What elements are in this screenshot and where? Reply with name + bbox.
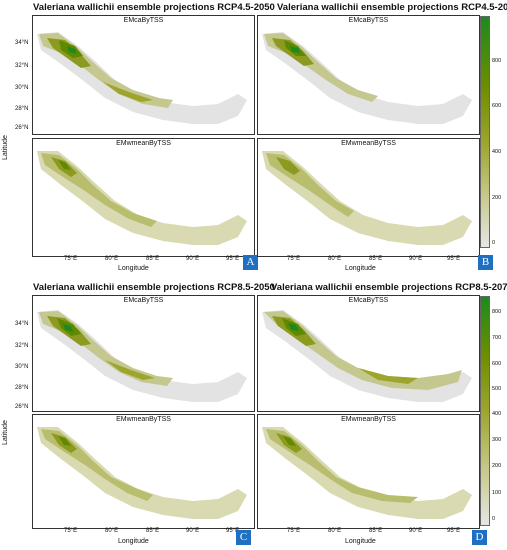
himalaya-map-wmean <box>262 427 472 519</box>
legend-tick: 0 <box>492 516 496 522</box>
lon-tick: 95°E <box>226 528 240 534</box>
lon-tick: 80°E <box>328 256 342 262</box>
lon-tick: 90°E <box>409 256 423 262</box>
latitude-axis-title: Latitude <box>2 420 9 445</box>
lon-tick: 75°E <box>287 528 301 534</box>
lat-tick: 32°N <box>15 343 29 349</box>
lat-tick: 34°N <box>15 40 29 46</box>
legend-tick: 200 <box>492 195 502 201</box>
lon-tick: 85°E <box>369 256 383 262</box>
legend-tick: 800 <box>492 58 502 64</box>
lat-tick: 30°N <box>15 85 29 91</box>
color-scale-bar <box>480 296 490 526</box>
legend-tick: 300 <box>492 437 502 443</box>
legend-tick: 800 <box>492 309 502 315</box>
himalaya-map-ca <box>37 32 247 124</box>
lon-tick: 90°E <box>186 256 200 262</box>
lon-tick: 95°E <box>447 528 461 534</box>
himalaya-map-ca <box>37 310 247 402</box>
longitude-axis-title: Longitude <box>345 265 376 272</box>
panel-title: EMcaByTSS <box>123 17 164 24</box>
map-panel-top: EMcaByTSS <box>257 15 480 135</box>
lat-tick: 32°N <box>15 63 29 69</box>
panel-title: EMwmeanByTSS <box>341 140 396 147</box>
panel-tag: B <box>478 255 493 270</box>
legend-tick: 0 <box>492 240 496 246</box>
lon-tick: 85°E <box>146 528 160 534</box>
map-panel-bottom: EMwmeanByTSS <box>32 414 255 529</box>
panel-title: EMcaByTSS <box>123 297 164 304</box>
lat-tick: 26°N <box>15 404 29 410</box>
panel-title: EMwmeanByTSS <box>341 416 396 423</box>
lon-tick: 95°E <box>226 256 240 262</box>
lon-tick: 90°E <box>409 528 423 534</box>
lon-tick: 80°E <box>328 528 342 534</box>
lat-tick: 30°N <box>15 364 29 370</box>
map-panel-top: EMcaByTSS <box>32 295 255 412</box>
map-panel-top: EMcaByTSS <box>32 15 255 135</box>
figure-title: Valeriana wallichii ensemble projections… <box>33 2 275 13</box>
map-panel-bottom: EMwmeanByTSS <box>32 138 255 257</box>
figure-title: Valeriana wallichii ensemble projections… <box>271 282 507 293</box>
panel-title: EMcaByTSS <box>348 297 389 304</box>
lat-tick: 28°N <box>15 385 29 391</box>
lon-tick: 80°E <box>105 528 119 534</box>
panel-tag: D <box>472 530 487 545</box>
panel-title: EMwmeanByTSS <box>116 140 171 147</box>
lon-tick: 80°E <box>105 256 119 262</box>
panel-tag: C <box>236 530 251 545</box>
figure-title: Valeriana wallichii ensemble projections… <box>277 2 507 13</box>
latitude-axis-title: Latitude <box>2 135 9 160</box>
longitude-axis-title: Longitude <box>118 538 149 545</box>
legend-tick: 600 <box>492 361 502 367</box>
panel-title: EMwmeanByTSS <box>116 416 171 423</box>
panel-tag: A <box>243 255 258 270</box>
color-scale-bar <box>480 16 490 248</box>
lat-tick: 28°N <box>15 106 29 112</box>
legend-tick: 700 <box>492 335 502 341</box>
himalaya-map-wmean <box>262 151 472 245</box>
legend-tick: 400 <box>492 149 502 155</box>
longitude-axis-title: Longitude <box>345 538 376 545</box>
himalaya-map-wmean <box>37 151 247 245</box>
lon-tick: 95°E <box>447 256 461 262</box>
lon-tick: 90°E <box>186 528 200 534</box>
figure-title: Valeriana wallichii ensemble projections… <box>33 282 275 293</box>
longitude-axis-title: Longitude <box>118 265 149 272</box>
himalaya-map-wmean <box>37 427 247 519</box>
legend-tick: 200 <box>492 463 502 469</box>
legend-tick: 600 <box>492 103 502 109</box>
lon-tick: 75°E <box>287 256 301 262</box>
lat-tick: 34°N <box>15 321 29 327</box>
lon-tick: 85°E <box>369 528 383 534</box>
himalaya-map-ca <box>262 32 472 124</box>
himalaya-map-ca <box>262 310 472 402</box>
legend-tick: 400 <box>492 411 502 417</box>
panel-title: EMcaByTSS <box>348 17 389 24</box>
lon-tick: 85°E <box>146 256 160 262</box>
map-panel-bottom: EMwmeanByTSS <box>257 414 480 529</box>
legend-tick: 500 <box>492 386 502 392</box>
legend-tick: 100 <box>492 490 502 496</box>
lat-tick: 26°N <box>15 125 29 131</box>
lon-tick: 75°E <box>64 256 78 262</box>
map-panel-bottom: EMwmeanByTSS <box>257 138 480 257</box>
map-panel-top: EMcaByTSS <box>257 295 480 412</box>
lon-tick: 75°E <box>64 528 78 534</box>
